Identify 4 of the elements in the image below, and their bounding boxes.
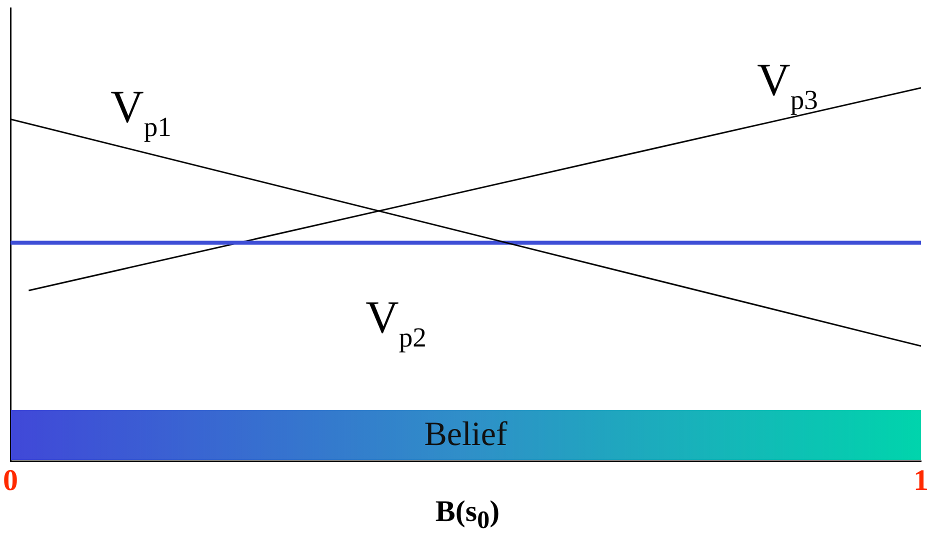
x-tick-label: 1 [914, 464, 928, 497]
x-tick-label: 0 [3, 464, 18, 497]
gradient-strip: Belief [10, 410, 921, 460]
x-axis-title: B(s$_{0}$) [434, 495, 501, 535]
